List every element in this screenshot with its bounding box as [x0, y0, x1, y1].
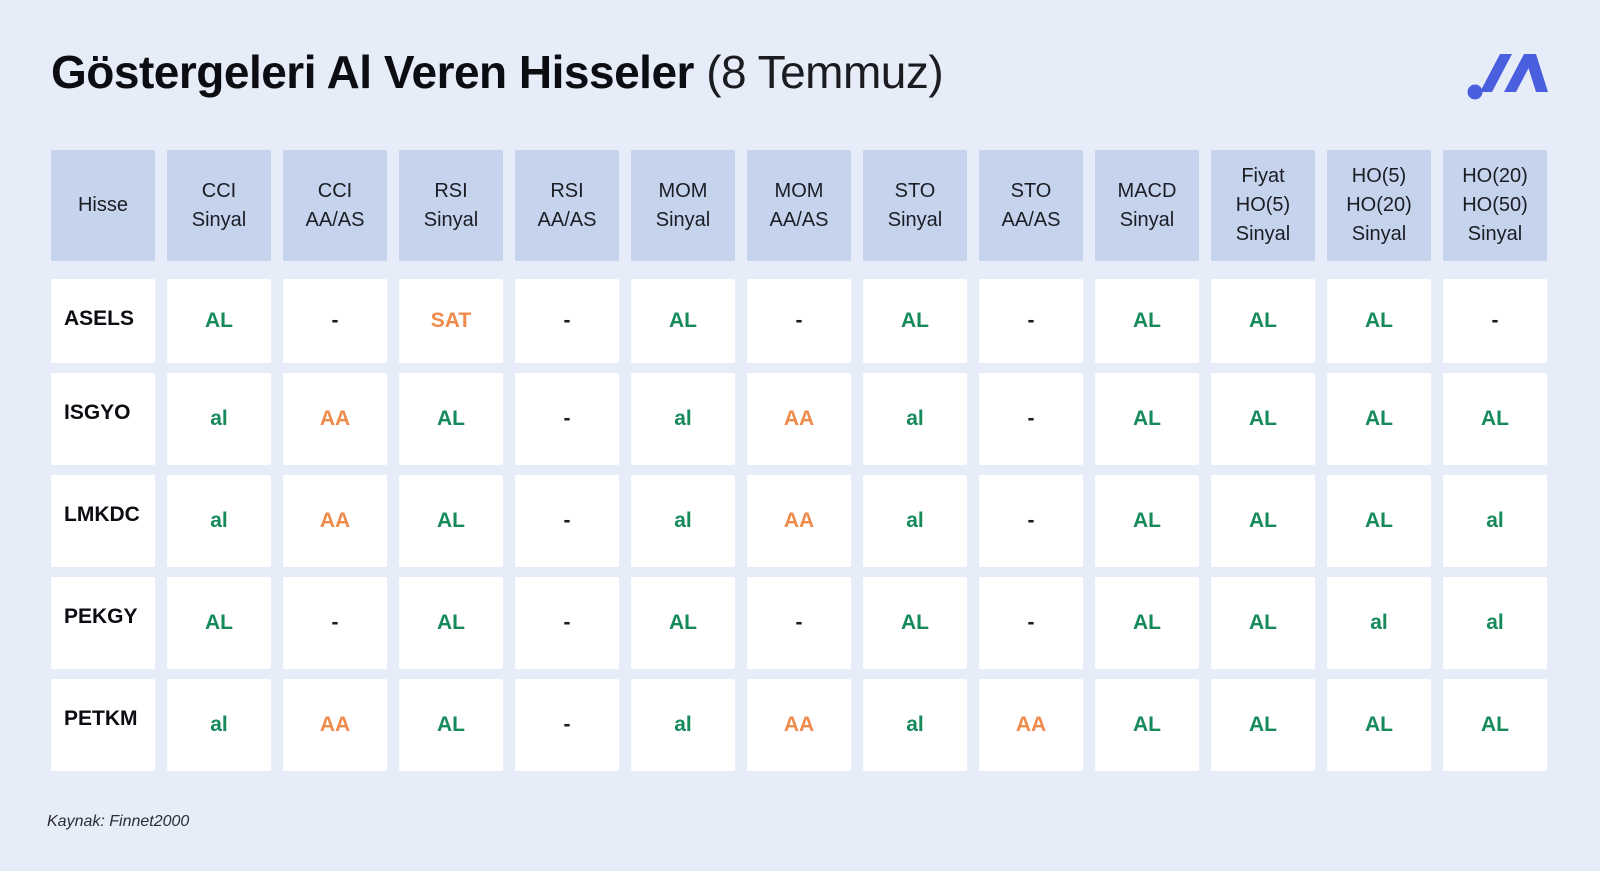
signal-cell: -: [979, 373, 1083, 465]
header-hisse: Hisse: [51, 150, 155, 261]
header-cell: Fiyat HO(5) Sinyal: [1211, 150, 1315, 261]
row-ticker: ASELS: [51, 279, 155, 363]
signal-cell: -: [515, 679, 619, 771]
signal-cell: al: [631, 373, 735, 465]
signal-cell: AA: [747, 679, 851, 771]
signal-cell: al: [1443, 475, 1547, 567]
signal-cell: AL: [863, 279, 967, 363]
signals-table: Hisse CCI Sinyal CCI AA/AS RSI Sinyal RSI AA…: [51, 150, 1547, 771]
signal-cell: al: [167, 373, 271, 465]
signal-cell: AL: [399, 577, 503, 669]
signal-cell: AA: [747, 373, 851, 465]
page-title: Göstergeleri Al Veren Hisseler (8 Temmuz…: [51, 42, 944, 102]
signal-cell: al: [167, 475, 271, 567]
signal-cell: AL: [1095, 679, 1199, 771]
signal-cell: AL: [1211, 279, 1315, 363]
signal-cell: AL: [1327, 279, 1431, 363]
header-cell: CCI AA/AS: [283, 150, 387, 261]
row-ticker: PEKGY: [51, 577, 155, 669]
header-cell: STO AA/AS: [979, 150, 1083, 261]
signal-cell: AL: [399, 373, 503, 465]
header-cell: CCI Sinyal: [167, 150, 271, 261]
signal-cell: -: [1443, 279, 1547, 363]
signal-cell: al: [863, 475, 967, 567]
header-cell: RSI AA/AS: [515, 150, 619, 261]
header-cell: MACD Sinyal: [1095, 150, 1199, 261]
header-cell: MOM AA/AS: [747, 150, 851, 261]
signal-cell: AL: [167, 577, 271, 669]
signal-cell: -: [979, 279, 1083, 363]
header-cell: RSI Sinyal: [399, 150, 503, 261]
signal-cell: -: [515, 475, 619, 567]
signal-cell: AL: [631, 577, 735, 669]
signal-cell: AL: [167, 279, 271, 363]
page-title-main: Göstergeleri Al Veren Hisseler: [51, 46, 694, 98]
signal-cell: AA: [283, 679, 387, 771]
signal-cell: -: [283, 577, 387, 669]
signal-cell: al: [631, 475, 735, 567]
signal-cell: -: [747, 279, 851, 363]
signal-cell: -: [747, 577, 851, 669]
signal-cell: AL: [1211, 577, 1315, 669]
signal-cell: AL: [631, 279, 735, 363]
signal-cell: AL: [1095, 373, 1199, 465]
signal-cell: AL: [1211, 475, 1315, 567]
row-ticker: ISGYO: [51, 373, 155, 465]
signal-cell: AL: [863, 577, 967, 669]
signal-cell: AA: [283, 475, 387, 567]
signal-cell: AA: [747, 475, 851, 567]
header-cell: MOM Sinyal: [631, 150, 735, 261]
signal-cell: al: [863, 679, 967, 771]
signal-cell: AL: [1443, 679, 1547, 771]
signal-cell: -: [283, 279, 387, 363]
header-cell: STO Sinyal: [863, 150, 967, 261]
row-ticker: PETKM: [51, 679, 155, 771]
header-cell: HO(5) HO(20) Sinyal: [1327, 150, 1431, 261]
signal-cell: AL: [1211, 373, 1315, 465]
signal-cell: AL: [399, 475, 503, 567]
signal-cell: AL: [1095, 279, 1199, 363]
signal-cell: -: [515, 577, 619, 669]
signal-cell: AL: [1211, 679, 1315, 771]
signal-cell: al: [167, 679, 271, 771]
brand-logo-icon: [1467, 54, 1548, 100]
signal-cell: AL: [1327, 373, 1431, 465]
signal-cell: -: [979, 577, 1083, 669]
header-cell: HO(20) HO(50) Sinyal: [1443, 150, 1547, 261]
signal-cell: AL: [1095, 475, 1199, 567]
signal-cell: AA: [979, 679, 1083, 771]
signal-cell: -: [515, 279, 619, 363]
signal-cell: al: [631, 679, 735, 771]
signal-cell: SAT: [399, 279, 503, 363]
signal-cell: AA: [283, 373, 387, 465]
signal-cell: AL: [1327, 475, 1431, 567]
row-ticker: LMKDC: [51, 475, 155, 567]
signal-cell: al: [863, 373, 967, 465]
source-note: Kaynak: Finnet2000: [47, 813, 190, 830]
signal-cell: AL: [399, 679, 503, 771]
signal-cell: AL: [1327, 679, 1431, 771]
page-title-date: (8 Temmuz): [706, 46, 944, 98]
signal-cell: -: [515, 373, 619, 465]
signal-cell: AL: [1095, 577, 1199, 669]
signal-cell: al: [1443, 577, 1547, 669]
signal-cell: al: [1327, 577, 1431, 669]
signal-cell: -: [979, 475, 1083, 567]
signal-cell: AL: [1443, 373, 1547, 465]
